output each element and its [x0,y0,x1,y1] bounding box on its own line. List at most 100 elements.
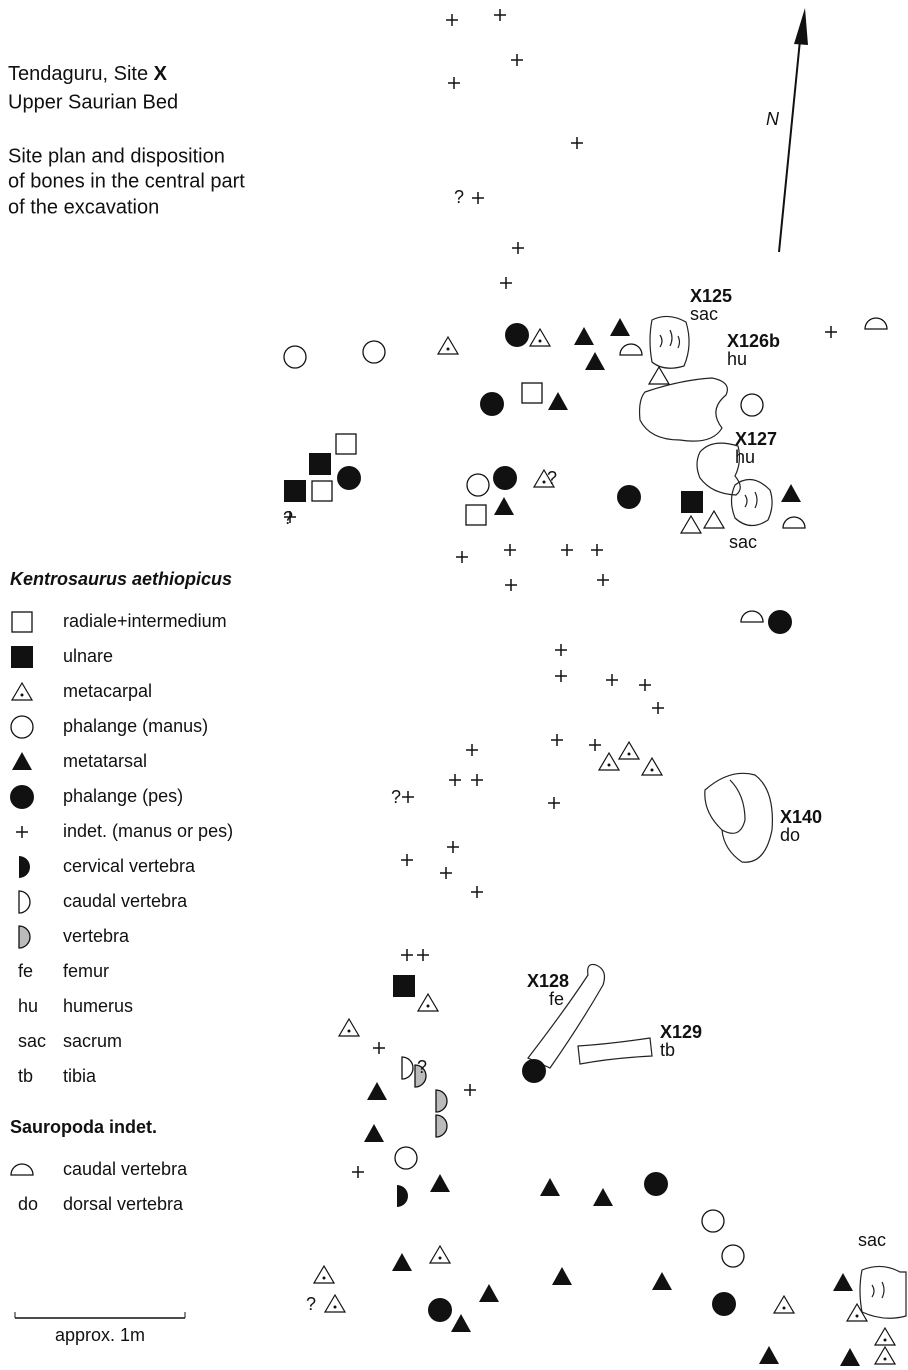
legend-abbr: tb [18,1066,33,1086]
indet-symbol [505,579,517,591]
legend-label: phalange (pes) [63,786,183,806]
vertebra-symbol [19,926,30,948]
indet-symbol [825,326,837,338]
metacarpal-symbol [599,753,619,770]
indet-symbol [466,744,478,756]
metatarsal-symbol [364,1124,384,1142]
indet-symbol [373,1042,385,1054]
metacarpal-symbol [314,1266,334,1283]
indet-symbol [440,867,452,879]
legend-abbr: sac [18,1031,46,1051]
legend-label: metacarpal [63,681,152,701]
indet-symbol [472,192,484,204]
indet-symbol [352,1166,364,1178]
indet-symbol [494,9,506,21]
radiale-symbol [12,612,32,632]
ulnare-symbol [11,646,33,668]
phalange-manus-symbol [741,394,763,416]
indet-symbol [417,949,429,961]
legend-label: radiale+intermedium [63,611,227,631]
phalange-pes-symbol [644,1172,668,1196]
phalange-manus-symbol [722,1245,744,1267]
metacarpal-symbol [642,758,662,775]
phalange-pes-symbol [768,610,792,634]
scale-label: approx. 1m [55,1325,145,1345]
legend-abbr: hu [18,996,38,1016]
specimen-id: X140 [780,807,822,827]
indet-symbol [555,644,567,656]
metacarpal-dot [539,340,542,343]
indet-symbol [551,734,563,746]
metacarpal-symbol [530,329,550,346]
north-arrow [779,8,808,252]
ulnare-symbol [681,491,703,513]
ulnare-symbol [284,480,306,502]
metacarpal-symbol [325,1295,345,1312]
metatarsal-symbol [593,1188,613,1206]
north-label: N [766,109,780,129]
radiale-symbol [336,434,356,454]
phalange-manus-symbol [363,341,385,363]
specimen-id: X125 [690,286,732,306]
indet-symbol [512,242,524,254]
metacarpal-dot [323,1277,326,1280]
metatarsal-symbol [451,1314,471,1332]
page: Tendaguru, Site X Upper Saurian Bed Site… [0,0,908,1370]
legend-title: Sauropoda indet. [10,1117,157,1137]
indet-symbol [548,797,560,809]
legend-label: ulnare [63,646,113,666]
legend-title: Kentrosaurus aethiopicus [10,569,232,589]
metacarpal-symbol [774,1296,794,1313]
indet-symbol [446,14,458,26]
indet-symbol [447,841,459,853]
sauropod-caudal-symbol [865,318,887,329]
specimen-part: sac [729,532,757,552]
bone-symbols [284,9,895,1366]
metacarpal-dot [447,348,450,351]
indet-symbol [500,277,512,289]
phalange-manus-symbol [11,716,33,738]
phalange-manus-symbol [284,346,306,368]
metatarsal-symbol [840,1348,860,1366]
metatarsal-symbol [652,1272,672,1290]
metatarsal-symbol [759,1346,779,1364]
indet-symbol [511,54,523,66]
title-text: Tendaguru, Site [8,63,148,85]
description: of bones in the central part [8,170,245,192]
caudal-symbol [19,891,30,913]
sauropod-caudal-symbol [783,517,805,528]
uncertain-mark: ? [391,787,401,807]
metacarpal-dot [884,1339,887,1342]
metacarpal-dot [334,1306,337,1309]
metacarpal-symbol [619,742,639,759]
phalange-pes-symbol [617,485,641,509]
indet-symbol [589,739,601,751]
legend-label: humerus [63,996,133,1016]
metatarsal-symbol [585,352,605,370]
specimen-part: do [780,825,800,845]
legend-abbr: do [18,1194,38,1214]
metacarpal-symbol [12,683,32,700]
phalange-pes-symbol [428,1298,452,1322]
phalange-manus-symbol [395,1147,417,1169]
vertebra-symbol [436,1115,447,1137]
metatarsal-symbol [494,497,514,515]
specimen-id: X128 [527,971,569,991]
description: Site plan and disposition [8,145,225,167]
triangle-symbol [704,511,724,528]
legend-label: cervical vertebra [63,856,196,876]
legend-label: vertebra [63,926,130,946]
uncertain-mark: ? [547,468,557,488]
caudal-symbol [402,1057,413,1079]
triangle-symbol [649,367,669,384]
ulnare-symbol [393,975,415,997]
indet-symbol [555,670,567,682]
phalange-pes-symbol [712,1292,736,1316]
indet-symbol [597,574,609,586]
vertebra-symbol [436,1090,447,1112]
specimen-part: tb [660,1040,675,1060]
specimen-part: hu [735,447,755,467]
metacarpal-dot [651,769,654,772]
phalange-manus-symbol [702,1210,724,1232]
specimen-id: X127 [735,429,777,449]
